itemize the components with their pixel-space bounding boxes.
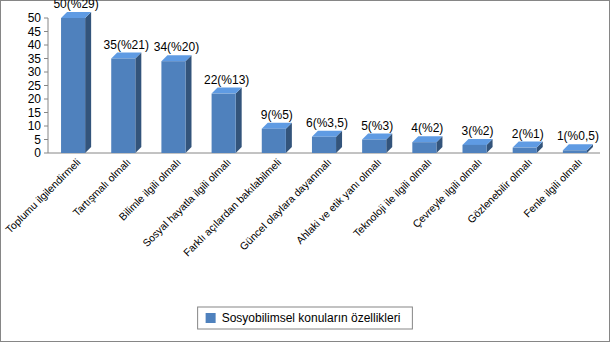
- x-tick-label: Fenle ilgili olmalı: [521, 156, 584, 219]
- chart-container: 05101520253035404550 50(%29) 35(%21) 34(%20…: [0, 0, 610, 342]
- legend-label: Sosyobilimsel konuların özellikleri: [222, 311, 401, 325]
- x-tick-label: Gözlenebilir olmalı: [465, 156, 535, 226]
- y-tick-label: 35: [28, 52, 42, 66]
- bar: [312, 137, 336, 153]
- y-tick-label: 0: [34, 146, 41, 160]
- bar-top: [111, 53, 141, 59]
- bar-top: [61, 12, 91, 18]
- data-label: 3(%2): [462, 124, 494, 138]
- bar-side: [236, 88, 242, 153]
- bar: [463, 145, 487, 153]
- y-tick: [44, 45, 48, 46]
- bar-top: [362, 134, 392, 140]
- chart-svg: 05101520253035404550 50(%29) 35(%21) 34(%20…: [0, 0, 610, 342]
- y-tick: [44, 58, 48, 59]
- y-tick-label: 30: [28, 65, 42, 79]
- y-tick: [44, 126, 48, 127]
- bar-side: [85, 12, 91, 153]
- x-tick-label: Toplumu ilgilendirmeli: [3, 156, 82, 235]
- legend: Sosyobilimsel konuların özellikleri: [198, 307, 413, 329]
- data-label: 5(%3): [361, 119, 393, 133]
- bar: [412, 142, 436, 153]
- data-label: 35(%21): [104, 38, 149, 52]
- legend-swatch: [206, 313, 216, 323]
- bar: [513, 148, 537, 153]
- data-label: 34(%20): [154, 40, 199, 54]
- bar: [262, 129, 286, 153]
- y-tick-label: 45: [28, 25, 42, 39]
- y-tick: [44, 153, 48, 154]
- y-tick-label: 5: [34, 133, 41, 147]
- data-label: 1(%0,5): [557, 129, 599, 143]
- bar-top: [212, 88, 242, 94]
- data-label: 2(%1): [512, 127, 544, 141]
- bar-top: [513, 142, 543, 148]
- data-label: 6(%3,5): [306, 116, 348, 130]
- data-label: 4(%2): [411, 121, 443, 135]
- y-tick: [44, 112, 48, 113]
- y-tick-label: 25: [28, 79, 42, 93]
- data-label: 50(%29): [53, 0, 98, 11]
- y-tick: [44, 72, 48, 73]
- bars: [61, 12, 593, 153]
- x-tick-label: Güncel olaylara dayanmalı: [237, 156, 333, 252]
- data-label: 9(%5): [261, 108, 293, 122]
- x-tick-label: Sosyal hayatla ilgili olmalı: [140, 156, 233, 249]
- bar: [61, 18, 85, 153]
- bar: [563, 150, 587, 153]
- data-label: 22(%13): [204, 73, 249, 87]
- y-tick-label: 40: [28, 38, 42, 52]
- y-tick-label: 10: [28, 119, 42, 133]
- bar-top: [161, 55, 191, 61]
- bar-top: [312, 131, 342, 137]
- legend-box: [198, 307, 413, 329]
- bar-top: [563, 144, 593, 150]
- bar: [362, 140, 386, 154]
- y-tick-label: 20: [28, 92, 42, 106]
- y-tick: [44, 18, 48, 19]
- bar-top: [262, 123, 292, 129]
- x-tick-label: Ahlaki ve etik yanı olmalı: [293, 156, 383, 246]
- y-tick-label: 50: [28, 11, 42, 25]
- bar: [212, 94, 236, 153]
- y-tick-label: 15: [28, 106, 42, 120]
- y-tick: [44, 85, 48, 86]
- chart-border: [1, 1, 610, 342]
- y-tick: [44, 139, 48, 140]
- bar-top: [412, 136, 442, 142]
- bar-side: [135, 53, 141, 154]
- x-tick-label: Farklı açılardan bakılabilmeli: [181, 156, 284, 259]
- bar-side: [185, 55, 191, 153]
- bar: [111, 59, 135, 154]
- y-tick: [44, 99, 48, 100]
- y-tick: [44, 31, 48, 32]
- bar-top: [463, 139, 493, 145]
- bar: [161, 61, 185, 153]
